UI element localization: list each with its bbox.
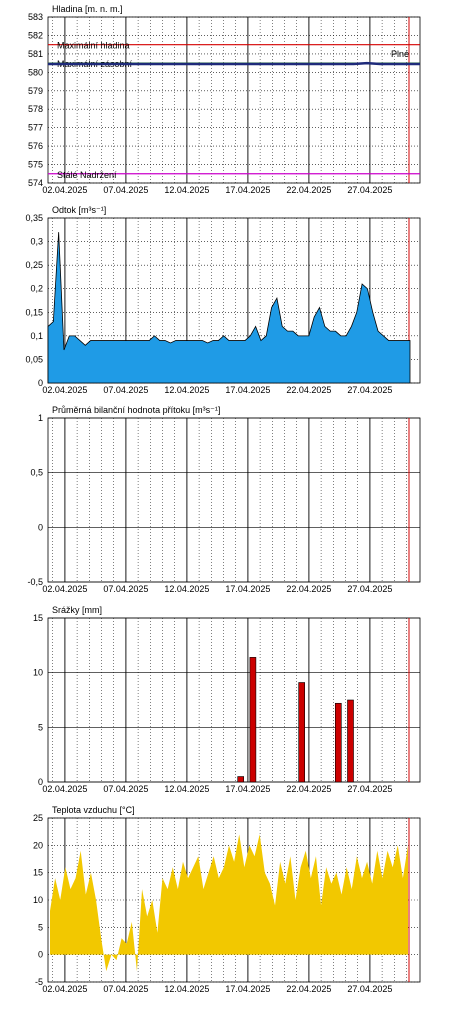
y-tick-label: 580 <box>28 67 43 77</box>
y-tick-label: 577 <box>28 123 43 133</box>
x-tick-label: 07.04.2025 <box>103 784 148 794</box>
x-tick-label: 17.04.2025 <box>225 185 270 195</box>
x-tick-label: 27.04.2025 <box>347 984 392 994</box>
x-tick-label: 22.04.2025 <box>286 984 331 994</box>
y-tick-label: 0,2 <box>30 284 43 294</box>
x-tick-label: 02.04.2025 <box>42 784 87 794</box>
x-tick-label: 27.04.2025 <box>347 784 392 794</box>
plot-frame <box>47 617 421 783</box>
y-tick-label: 576 <box>28 141 43 151</box>
x-tick-label: 17.04.2025 <box>225 984 270 994</box>
x-tick-label: 22.04.2025 <box>286 584 331 594</box>
x-tick-label: 17.04.2025 <box>225 584 270 594</box>
x-tick-label: 17.04.2025 <box>225 385 270 395</box>
y-tick-label: 0 <box>38 522 43 532</box>
y-tick-label: 15 <box>33 613 43 623</box>
rain-bar <box>237 776 244 783</box>
chart-title: Odtok [m³s⁻¹] <box>52 205 106 215</box>
chart-title: Hladina [m. n. m.] <box>52 4 123 14</box>
y-tick-label: 0,5 <box>30 468 43 478</box>
x-tick-label: 17.04.2025 <box>225 784 270 794</box>
chart-title: Teplota vzduchu [°C] <box>52 805 135 815</box>
x-tick-label: 02.04.2025 <box>42 385 87 395</box>
chart-panel-1: 0,35 0,3 0,25 0,2 0,15 0,1 0,05 002.04.2025 07.0… <box>25 205 421 395</box>
chart-panel-4: 25 20 15 10 5 0 -502.04.2025 07.04.2025 12.04.20… <box>33 805 421 994</box>
y-tick-label: 582 <box>28 30 43 40</box>
y-tick-label: 0,25 <box>25 260 43 270</box>
y-tick-label: 5 <box>38 722 43 732</box>
x-tick-label: 22.04.2025 <box>286 784 331 794</box>
rain-bar <box>334 702 342 783</box>
temperature-area <box>50 834 408 972</box>
x-tick-label: 22.04.2025 <box>286 185 331 195</box>
y-tick-label: 1 <box>38 413 43 423</box>
x-tick-label: 07.04.2025 <box>103 984 148 994</box>
reference-label: Maximální hladina <box>57 41 130 51</box>
y-tick-label: 574 <box>28 178 43 188</box>
x-tick-label: 02.04.2025 <box>42 185 87 195</box>
y-tick-label: 575 <box>28 160 43 170</box>
rain-bar <box>347 699 354 783</box>
x-tick-label: 27.04.2025 <box>347 185 392 195</box>
y-tick-label: 0 <box>38 777 43 787</box>
y-tick-label: 10 <box>33 668 43 678</box>
y-tick-label: -0,5 <box>27 577 43 587</box>
y-tick-label: 0 <box>38 950 43 960</box>
y-tick-label: 583 <box>28 12 43 22</box>
chart-panel-2: 1 0,5 0 -0,502.04.2025 07.04.2025 12.04.2025 1… <box>27 405 421 594</box>
x-tick-label: 12.04.2025 <box>164 185 209 195</box>
y-tick-label: 20 <box>33 840 43 850</box>
chart-title: Srážky [mm] <box>52 605 102 615</box>
y-tick-label: 579 <box>28 86 43 96</box>
x-tick-label: 12.04.2025 <box>164 984 209 994</box>
reference-label: Stálé Nadržení <box>57 170 117 180</box>
chart-title: Průměrná bilanční hodnota přítoku [m³s⁻¹… <box>52 405 220 415</box>
x-tick-label: 07.04.2025 <box>103 385 148 395</box>
y-tick-label: -5 <box>35 977 43 987</box>
flow-status-label: Plné <box>391 49 409 59</box>
y-tick-label: 0,05 <box>25 354 43 364</box>
plot-frame <box>47 417 421 583</box>
x-tick-label: 02.04.2025 <box>42 984 87 994</box>
y-tick-label: 5 <box>38 922 43 932</box>
y-tick-label: 581 <box>28 49 43 59</box>
x-tick-label: 12.04.2025 <box>164 584 209 594</box>
x-tick-label: 27.04.2025 <box>347 385 392 395</box>
x-tick-label: 12.04.2025 <box>164 385 209 395</box>
y-tick-label: 10 <box>33 895 43 905</box>
chart-panel-0: 583 582 581 580 579 578 577 576 575 57402.04.2025… <box>28 4 421 195</box>
y-tick-label: 0,15 <box>25 307 43 317</box>
y-tick-label: 0,3 <box>30 237 43 247</box>
outflow-area <box>47 232 411 384</box>
x-tick-label: 22.04.2025 <box>286 385 331 395</box>
y-tick-label: 0,1 <box>30 331 43 341</box>
x-tick-label: 02.04.2025 <box>42 584 87 594</box>
y-tick-label: 578 <box>28 104 43 114</box>
plot-frame <box>47 16 421 184</box>
x-tick-label: 07.04.2025 <box>103 584 148 594</box>
level-series-line <box>48 61 420 66</box>
x-tick-label: 07.04.2025 <box>103 185 148 195</box>
plot-frame <box>47 817 421 983</box>
x-tick-label: 12.04.2025 <box>164 784 209 794</box>
y-tick-label: 0,35 <box>25 213 43 223</box>
y-tick-label: 0 <box>38 378 43 388</box>
x-tick-label: 27.04.2025 <box>347 584 392 594</box>
rain-bar <box>249 657 257 783</box>
y-tick-label: 15 <box>33 868 43 878</box>
y-tick-label: 25 <box>33 813 43 823</box>
chart-panel-3: 15 10 5 002.04.2025 07.04.2025 12.04.2025 17.0… <box>33 605 421 794</box>
rain-bar <box>298 682 306 783</box>
